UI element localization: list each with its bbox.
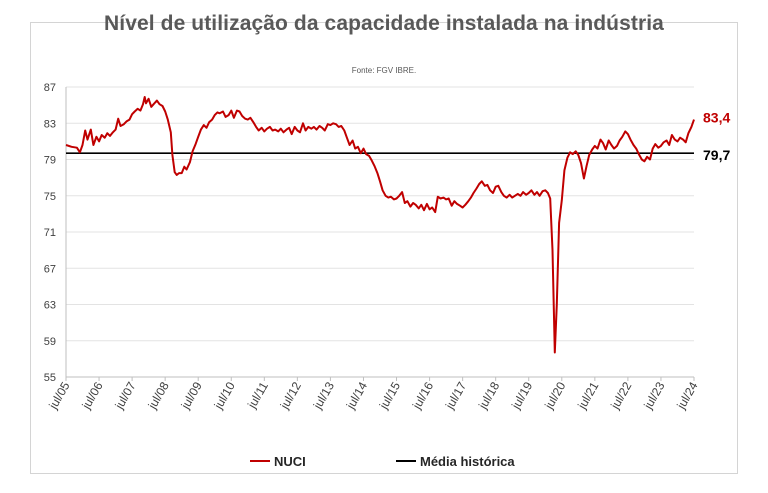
x-tick-label: jul/11 xyxy=(244,379,271,411)
x-tick-label: jul/24 xyxy=(674,379,701,412)
data-label-nuci-last: 83,4 xyxy=(703,110,730,126)
y-tick-label: 75 xyxy=(44,191,56,203)
chart-title: Nível de utilização da capacidade instal… xyxy=(104,12,664,35)
chart-frame xyxy=(30,22,738,474)
y-tick-label: 87 xyxy=(44,82,56,94)
x-tick-label: jul/05 xyxy=(46,379,73,412)
x-tick-label: jul/20 xyxy=(541,379,568,412)
x-tick-label: jul/23 xyxy=(641,379,668,412)
x-tick-label: jul/07 xyxy=(112,379,139,412)
x-tick-label: jul/13 xyxy=(310,379,337,412)
x-tick-label: jul/14 xyxy=(343,379,370,412)
x-tick-label: jul/18 xyxy=(475,379,502,412)
legend-label-nuci: NUCI xyxy=(274,453,306,469)
x-tick-label: jul/19 xyxy=(508,379,535,412)
legend-item-media-historica: Média histórica xyxy=(396,451,515,471)
x-tick-label: jul/22 xyxy=(608,379,635,412)
x-tick-label: jul/17 xyxy=(442,379,469,412)
x-tick-label: jul/16 xyxy=(409,379,436,412)
y-tick-label: 71 xyxy=(44,227,56,239)
y-tick-label: 79 xyxy=(44,155,56,167)
x-tick-label: jul/08 xyxy=(145,379,172,412)
y-tick-label: 83 xyxy=(44,118,56,130)
y-tick-label: 59 xyxy=(44,336,56,348)
x-tick-label: jul/10 xyxy=(211,379,238,412)
y-tick-label: 55 xyxy=(44,372,56,384)
legend-swatch-nuci xyxy=(250,460,270,462)
y-tick-label: 63 xyxy=(44,300,56,312)
chart-source: Fonte: FGV IBRE. xyxy=(351,66,417,75)
x-tick-label: jul/15 xyxy=(376,379,403,412)
x-tick-label: jul/09 xyxy=(178,379,205,412)
legend-label-media-historica: Média histórica xyxy=(420,453,515,469)
x-tick-label: jul/12 xyxy=(277,379,304,412)
data-label-media-historica: 79,7 xyxy=(703,147,730,163)
legend-swatch-media-historica xyxy=(396,460,416,462)
y-tick-label: 67 xyxy=(44,263,56,275)
legend-item-nuci: NUCI xyxy=(250,451,306,471)
x-tick-label: jul/06 xyxy=(79,379,106,412)
x-tick-label: jul/21 xyxy=(574,379,601,412)
series-line-nuci xyxy=(65,96,695,354)
